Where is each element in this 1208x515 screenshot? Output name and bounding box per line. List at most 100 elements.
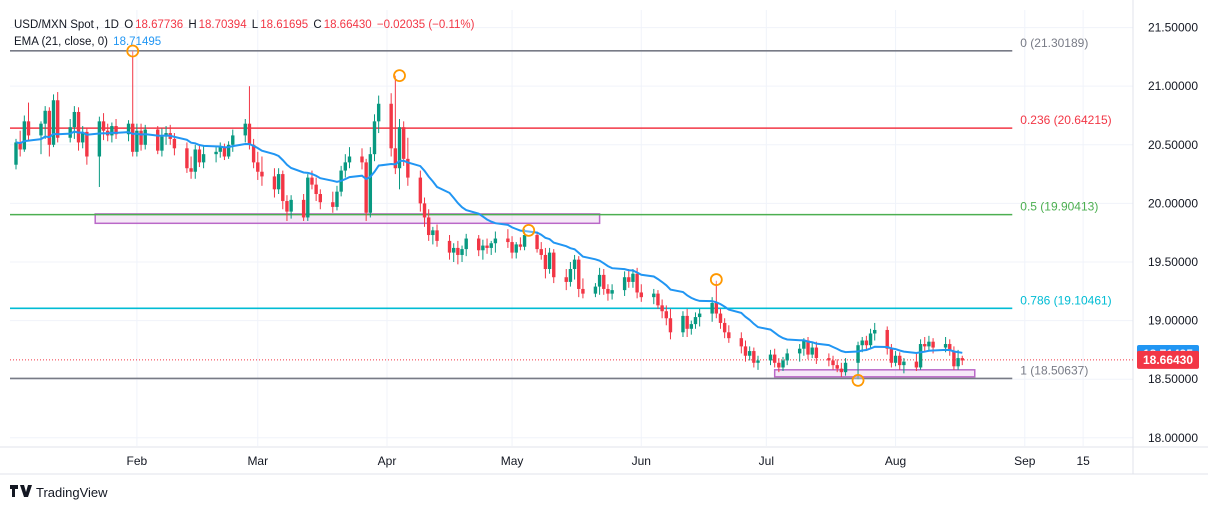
candle[interactable] — [689, 320, 694, 335]
candle[interactable] — [777, 358, 781, 373]
candle[interactable] — [593, 283, 598, 298]
candle[interactable] — [835, 359, 839, 373]
candle[interactable] — [231, 129, 235, 152]
candle[interactable] — [685, 308, 689, 337]
candle[interactable] — [372, 114, 377, 162]
candle[interactable] — [481, 239, 485, 260]
candle[interactable] — [126, 120, 131, 142]
candle[interactable] — [272, 168, 277, 198]
candle[interactable] — [785, 348, 789, 366]
candle[interactable] — [251, 138, 256, 169]
candle[interactable] — [139, 123, 143, 151]
candle[interactable] — [781, 356, 785, 371]
candle[interactable] — [185, 142, 189, 173]
candle[interactable] — [214, 145, 218, 163]
candle[interactable] — [97, 116, 102, 187]
candle[interactable] — [306, 174, 310, 221]
candle[interactable] — [222, 143, 227, 161]
candle[interactable] — [72, 106, 77, 139]
pivot-marker[interactable] — [126, 44, 140, 58]
candle[interactable] — [347, 147, 352, 169]
candle[interactable] — [418, 170, 423, 212]
candle[interactable] — [518, 237, 523, 251]
candle[interactable] — [885, 326, 889, 355]
pivot-marker[interactable] — [522, 223, 536, 237]
pivot-marker[interactable] — [393, 69, 406, 83]
candle[interactable] — [143, 124, 147, 150]
candle[interactable] — [226, 141, 231, 159]
candle[interactable] — [923, 337, 927, 353]
candle[interactable] — [76, 107, 81, 151]
candle[interactable] — [631, 269, 635, 288]
candle[interactable] — [314, 177, 318, 202]
candle[interactable] — [318, 189, 323, 210]
candle[interactable] — [26, 102, 31, 141]
candle[interactable] — [51, 94, 56, 148]
candle[interactable] — [681, 311, 685, 337]
candle[interactable] — [956, 349, 960, 370]
candle[interactable] — [435, 224, 439, 247]
candle[interactable] — [697, 308, 702, 327]
candle[interactable] — [610, 284, 614, 300]
candle[interactable] — [260, 156, 264, 186]
candle[interactable] — [827, 353, 831, 367]
candle[interactable] — [727, 325, 731, 343]
candle[interactable] — [927, 335, 931, 352]
candle[interactable] — [668, 308, 673, 340]
candle[interactable] — [14, 138, 18, 170]
candle[interactable] — [768, 349, 773, 366]
candle[interactable] — [743, 340, 748, 362]
candle[interactable] — [552, 249, 556, 284]
candle[interactable] — [397, 119, 402, 190]
candle[interactable] — [831, 355, 835, 370]
candle[interactable] — [627, 269, 631, 288]
candle[interactable] — [543, 247, 548, 279]
candle[interactable] — [331, 191, 335, 213]
candle[interactable] — [810, 341, 814, 359]
candle[interactable] — [652, 288, 656, 305]
candle[interactable] — [22, 115, 27, 152]
candle[interactable] — [948, 339, 952, 356]
candle[interactable] — [401, 121, 406, 166]
ema-line[interactable] — [15, 130, 963, 355]
candle[interactable] — [602, 269, 606, 295]
symbol-name[interactable]: USD/MXN Spot — [14, 19, 94, 31]
candle[interactable] — [747, 346, 752, 361]
candle[interactable] — [80, 126, 85, 149]
candle[interactable] — [814, 341, 819, 364]
support-zone[interactable] — [773, 369, 976, 378]
candle[interactable] — [464, 233, 468, 257]
candle[interactable] — [301, 194, 306, 221]
candle[interactable] — [489, 240, 493, 255]
candle[interactable] — [376, 95, 381, 134]
candle[interactable] — [218, 142, 222, 158]
candle[interactable] — [547, 247, 552, 274]
candle[interactable] — [276, 168, 281, 195]
candle[interactable] — [960, 355, 964, 366]
candle[interactable] — [568, 261, 573, 287]
candle[interactable] — [898, 352, 902, 370]
last-price-tag[interactable]: 18.66430 — [1137, 350, 1199, 369]
candle[interactable] — [581, 278, 585, 299]
candle[interactable] — [693, 312, 698, 329]
candle[interactable] — [856, 341, 860, 380]
candle[interactable] — [485, 238, 489, 254]
candle[interactable] — [189, 156, 193, 179]
candle[interactable] — [101, 113, 106, 141]
candle[interactable] — [718, 308, 723, 329]
candle[interactable] — [739, 332, 744, 354]
candle[interactable] — [460, 245, 464, 262]
candle[interactable] — [389, 93, 393, 157]
candle[interactable] — [564, 269, 568, 291]
candle[interactable] — [839, 362, 844, 377]
candle[interactable] — [510, 236, 514, 259]
candle[interactable] — [639, 284, 643, 302]
candle[interactable] — [506, 229, 510, 248]
candle[interactable] — [918, 339, 923, 370]
candle[interactable] — [902, 358, 906, 374]
candle[interactable] — [156, 126, 160, 155]
candle[interactable] — [343, 154, 348, 178]
candle[interactable] — [256, 151, 260, 180]
